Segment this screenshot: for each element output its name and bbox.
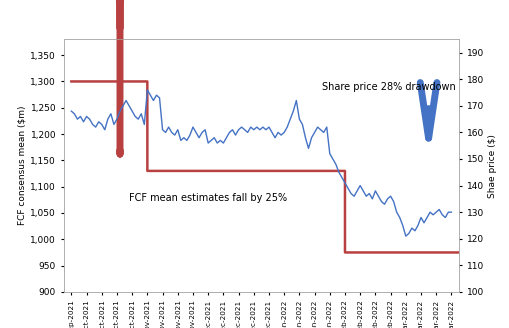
- Y-axis label: Shae price ($): Shae price ($): [487, 134, 496, 197]
- Text: Share price 28% drawdown: Share price 28% drawdown: [322, 82, 455, 92]
- Text: FCF mean estimates fall by 25%: FCF mean estimates fall by 25%: [129, 193, 287, 203]
- Y-axis label: FCF consensus mean ($m): FCF consensus mean ($m): [17, 106, 26, 225]
